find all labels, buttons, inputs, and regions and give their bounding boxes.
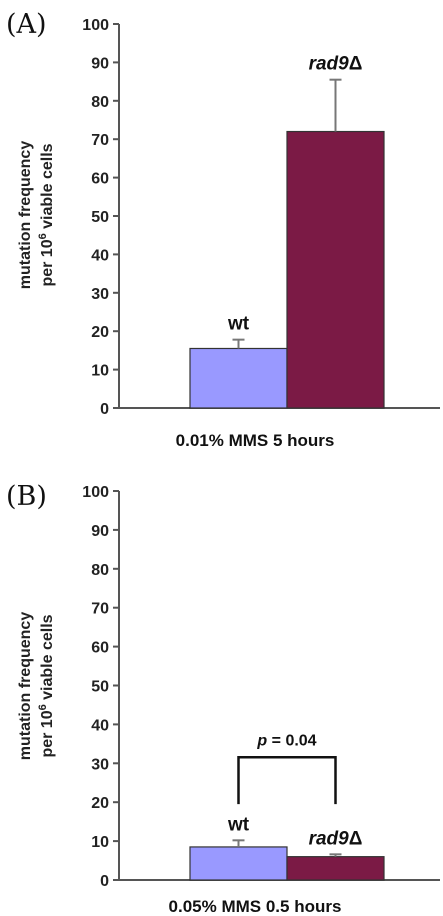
panel-b-yticks: 0 10 20 30 40 50 60 70 80 90 100 bbox=[82, 484, 119, 890]
panel-b-ytick-label-40: 40 bbox=[91, 717, 109, 734]
panel-a-ytick-label-60: 60 bbox=[91, 171, 109, 188]
panel-b-ytick-label-100: 100 bbox=[82, 484, 109, 501]
panel-b-ylabel: mutation frequency per 106 viable cells bbox=[17, 612, 56, 761]
panel-b-p-value: p = 0.04 bbox=[256, 732, 316, 749]
panel-b-ytick-label-90: 90 bbox=[91, 523, 109, 540]
panel-b-bars: wt rad9Δ bbox=[189, 814, 385, 881]
panel-b-ylabel-line1: mutation frequency bbox=[17, 612, 34, 761]
panel-b-ytick-label-80: 80 bbox=[91, 562, 109, 579]
panel-b: (B) mutation frequency per 106 viable ce… bbox=[6, 481, 440, 916]
panel-a-ytick-label-80: 80 bbox=[91, 94, 109, 111]
panel-a-ytick-label-100: 100 bbox=[82, 17, 109, 34]
panel-a-ytick-label-10: 10 bbox=[91, 363, 109, 380]
panel-a-ytick-label-50: 50 bbox=[91, 209, 109, 226]
panel-b-ytick-label-10: 10 bbox=[91, 834, 109, 851]
panel-b-label: (B) bbox=[6, 481, 47, 512]
panel-b-significance: p = 0.04 bbox=[237, 732, 337, 805]
panel-b-ylabel-line2: per 106 viable cells bbox=[37, 614, 56, 757]
panel-a-bar-rad9 bbox=[286, 130, 385, 409]
panel-b-ytick-label-0: 0 bbox=[100, 873, 109, 890]
panel-a-xlabel: 0.01% MMS 5 hours bbox=[176, 431, 335, 450]
panel-a-yticks: 0 10 20 30 40 50 60 70 80 90 100 bbox=[82, 17, 119, 418]
panel-b-ytick-label-70: 70 bbox=[91, 601, 109, 618]
panel-a: (A) mutation frequency per 106 viable ce… bbox=[6, 9, 440, 450]
panel-b-ytick-label-50: 50 bbox=[91, 679, 109, 696]
panel-a-ylabel: mutation frequency per 106 viable cells bbox=[17, 141, 56, 290]
panel-b-xlabel: 0.05% MMS 0.5 hours bbox=[169, 897, 342, 916]
panel-a-ylabel-line1: mutation frequency bbox=[17, 141, 34, 290]
panel-a-ytick-label-20: 20 bbox=[91, 324, 109, 341]
panel-a-bar-label-wt: wt bbox=[227, 314, 250, 335]
panel-a-ytick-label-70: 70 bbox=[91, 132, 109, 149]
panel-a-ytick-label-40: 40 bbox=[91, 247, 109, 264]
panel-b-ytick-label-20: 20 bbox=[91, 795, 109, 812]
panel-b-bar-wt bbox=[189, 846, 288, 881]
panel-a-ytick-label-30: 30 bbox=[91, 286, 109, 303]
panel-b-ytick-label-60: 60 bbox=[91, 640, 109, 657]
panel-b-bar-label-rad9: rad9Δ bbox=[309, 828, 363, 849]
panel-b-bar-rad9 bbox=[286, 856, 385, 881]
panel-a-bar-wt bbox=[189, 347, 288, 409]
panel-b-bar-label-wt: wt bbox=[227, 814, 250, 835]
panel-a-ylabel-line2: per 106 viable cells bbox=[37, 143, 56, 286]
panel-b-significance-bracket bbox=[237, 756, 337, 805]
panel-a-ytick-label-90: 90 bbox=[91, 55, 109, 72]
panel-a-bars: wt rad9Δ bbox=[189, 54, 385, 409]
panel-b-ytick-label-30: 30 bbox=[91, 756, 109, 773]
panel-a-ytick-label-0: 0 bbox=[100, 401, 109, 418]
panel-a-label: (A) bbox=[6, 9, 47, 40]
panel-a-bar-label-rad9: rad9Δ bbox=[309, 54, 363, 75]
